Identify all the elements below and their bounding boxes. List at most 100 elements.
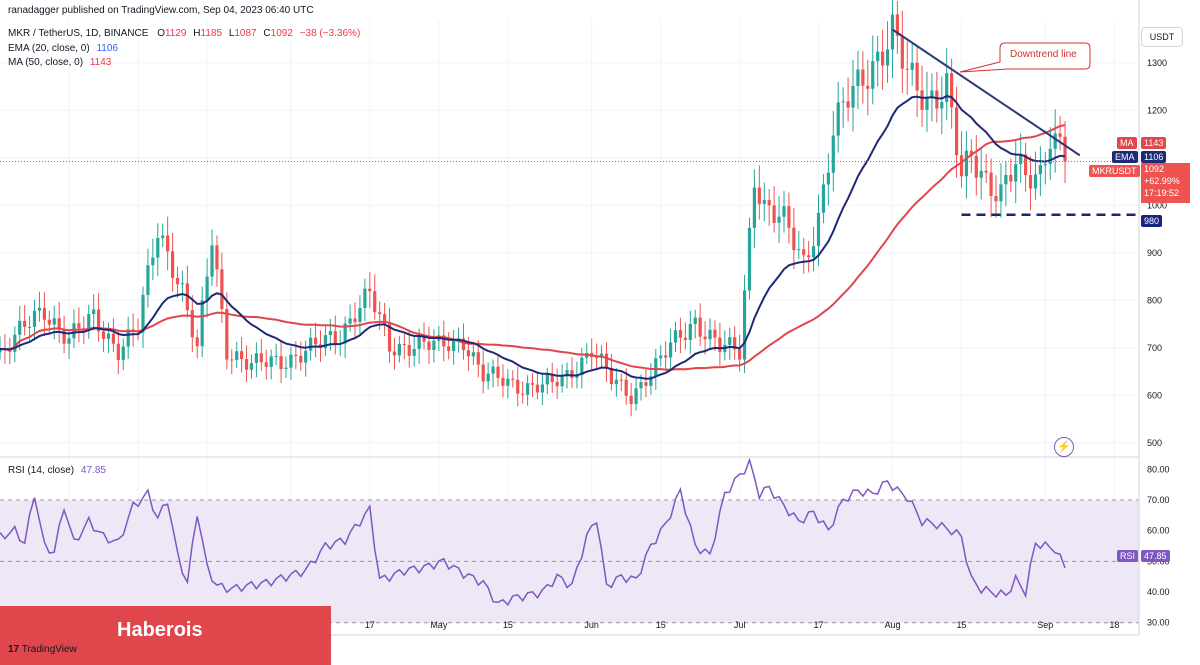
candle-body	[787, 206, 791, 228]
event-bolt-icon[interactable]: ⚡	[1054, 437, 1074, 457]
candle-body	[304, 350, 308, 363]
candle-body	[599, 353, 604, 358]
last-price-tag: 1092 +62.99% 17:19:52	[1141, 163, 1190, 203]
candle-body	[0, 348, 2, 353]
brand-name: Haberois	[117, 619, 203, 641]
candle-body	[23, 320, 27, 327]
candle-body	[471, 352, 475, 357]
ema-axis-label-tag: EMA	[1112, 151, 1138, 163]
candle-body	[772, 205, 776, 223]
candle-body	[639, 382, 643, 389]
candle-body	[1033, 174, 1038, 189]
currency-button[interactable]: USDT	[1141, 27, 1183, 47]
publish-attribution: ranadagger published on TradingView.com,…	[8, 5, 314, 16]
candle-body	[703, 336, 707, 340]
candle-body	[235, 351, 239, 360]
candle-body	[363, 288, 367, 308]
candle-body	[141, 294, 145, 333]
symbol-title[interactable]: MKR / TetherUS, 1D, BINANCE	[8, 28, 149, 39]
candle-body	[442, 335, 446, 347]
rsi-levels	[0, 499, 1139, 624]
candle-body	[121, 346, 125, 360]
candle-body	[876, 51, 880, 62]
candle-body	[205, 276, 209, 301]
candle-body	[496, 366, 500, 378]
candle-body	[861, 69, 865, 86]
candle-body	[116, 343, 120, 360]
attribution-text: ranadagger published on TradingView.com,…	[8, 5, 314, 16]
candle-body	[945, 73, 949, 103]
candle-body	[47, 319, 51, 325]
candle-body	[180, 283, 185, 285]
bar-countdown: 17:19:52	[1144, 188, 1180, 198]
candle-body	[92, 309, 96, 315]
candle-body	[821, 184, 826, 213]
candle-body	[97, 309, 101, 332]
price-tick-label: 1300	[1147, 58, 1167, 68]
time-tick-label: Jul	[734, 620, 746, 630]
candle-body	[328, 331, 332, 336]
candle-body	[802, 249, 806, 256]
candle-body	[210, 245, 214, 277]
candle-body	[816, 212, 821, 247]
candle-body	[535, 384, 540, 393]
candle-body	[87, 314, 91, 330]
ohlc-legend[interactable]: MKR / TetherUS, 1D, BINANCE O1129 H1185 …	[8, 28, 360, 39]
symbol-axis-label-tag: MKRUSDT	[1089, 165, 1140, 177]
candle-body	[678, 330, 683, 338]
rsi-legend[interactable]: RSI (14, close) 47.85	[8, 465, 106, 476]
candle-body	[762, 200, 766, 204]
rsi-tick-label: 70.00	[1147, 495, 1170, 505]
candle-body	[111, 333, 116, 344]
candle-body	[166, 235, 170, 252]
low-label: L	[228, 28, 235, 39]
tradingview-logo[interactable]: 17 TradingView	[8, 644, 77, 655]
candle-body	[254, 353, 259, 363]
candle-body	[930, 90, 934, 97]
candle-body	[664, 355, 668, 358]
candle-body	[807, 255, 811, 258]
ma-legend[interactable]: MA (50, close, 0) 1143	[8, 57, 111, 68]
candle-body	[604, 353, 609, 368]
price-axis[interactable]: 5006007008009001000110012001300	[1147, 58, 1167, 448]
candle-body	[72, 323, 76, 339]
rsi-tick-label: 80.00	[1147, 464, 1170, 474]
candle-body	[885, 49, 890, 66]
candle-body	[190, 310, 194, 338]
candle-body	[649, 376, 653, 386]
candle-body	[545, 374, 549, 385]
tradingview-logo-text: TradingView	[21, 644, 77, 655]
candle-body	[560, 375, 564, 387]
candle-body	[683, 337, 687, 340]
candle-body	[299, 355, 303, 363]
close-value: 1092	[270, 28, 293, 39]
candle-body	[200, 300, 204, 347]
rsi-axis-value-tag: 47.85	[1141, 550, 1170, 562]
open-label: O	[157, 28, 165, 39]
candle-body	[752, 187, 757, 228]
candle-body	[708, 329, 712, 340]
candle-body	[18, 320, 22, 335]
candle-body	[540, 384, 544, 393]
candle-body	[890, 14, 895, 50]
candle-body	[738, 349, 742, 360]
candle-body	[466, 350, 471, 357]
candle-body	[659, 355, 663, 359]
candlesticks	[0, 0, 1067, 417]
candle-body	[42, 307, 46, 320]
candle-body	[757, 187, 761, 204]
candle-body	[856, 69, 860, 87]
ema-legend[interactable]: EMA (20, close, 0) 1106	[8, 43, 118, 54]
ma-axis-label-tag: MA	[1117, 137, 1137, 149]
candle-body	[230, 359, 234, 361]
candle-body	[747, 227, 752, 291]
brand-banner	[0, 606, 331, 665]
candle-body	[851, 86, 855, 108]
candle-body	[195, 337, 199, 347]
candle-body	[452, 339, 456, 352]
candle-body	[994, 195, 998, 202]
candle-body	[392, 351, 397, 356]
candle-body	[935, 90, 939, 109]
